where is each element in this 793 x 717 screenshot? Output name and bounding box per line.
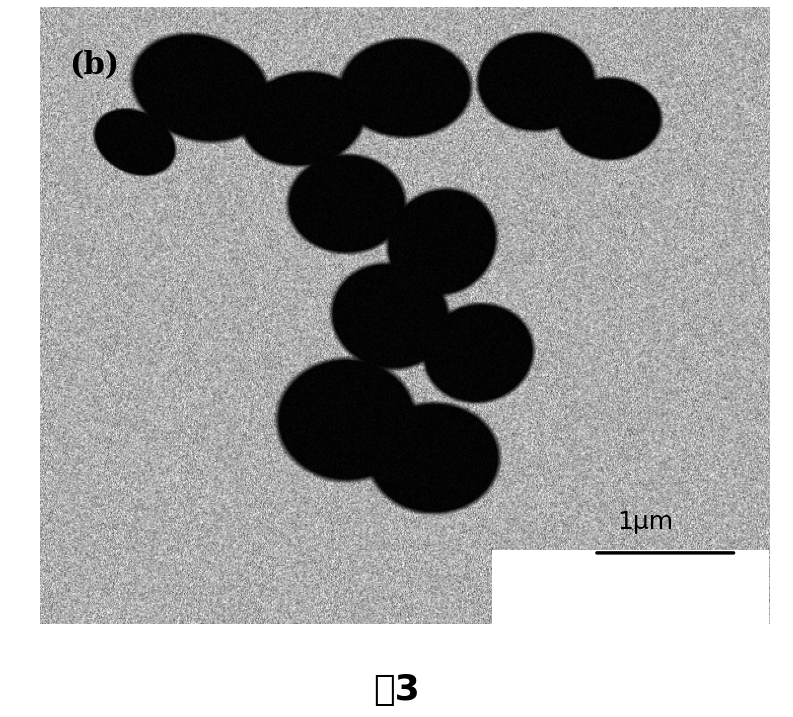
Bar <box>492 550 769 624</box>
Text: (b): (b) <box>69 50 119 81</box>
Text: 图3: 图3 <box>374 673 419 707</box>
Text: 1μm: 1μm <box>617 511 673 534</box>
